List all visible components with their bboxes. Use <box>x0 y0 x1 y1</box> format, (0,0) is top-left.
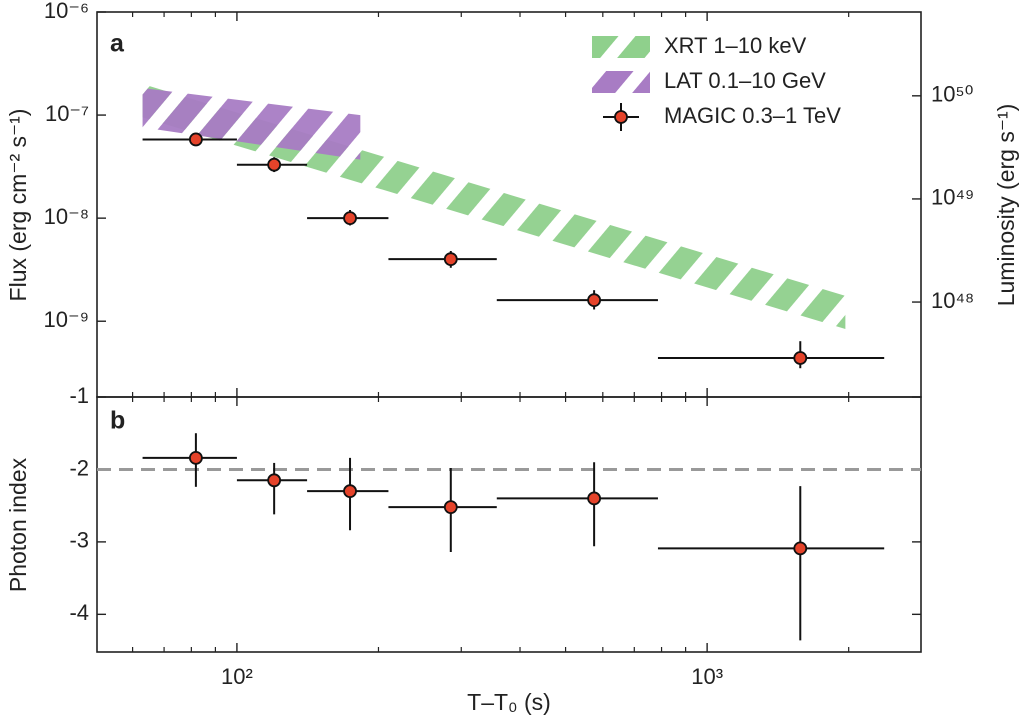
y2-tick-label: 10⁴⁸ <box>931 288 974 313</box>
y-tick-label: 10⁻⁷ <box>45 101 89 126</box>
x-axis-label: T–T₀ (s) <box>467 689 551 715</box>
y2-tick-label: 10⁴⁹ <box>931 185 974 210</box>
legend-label: MAGIC 0.3–1 TeV <box>664 103 841 128</box>
marker <box>443 252 458 267</box>
y-tick-label: -1 <box>69 383 89 408</box>
marker <box>793 541 808 556</box>
y-tick-label: 10⁻⁹ <box>43 307 89 332</box>
legend-swatch <box>592 71 650 93</box>
y2-tick-label: 10⁵⁰ <box>931 82 974 107</box>
marker <box>188 132 203 147</box>
x-tick-label: 10³ <box>691 664 723 689</box>
y2-axis-label: Luminosity (erg s⁻¹) <box>993 104 1019 307</box>
marker <box>587 293 602 308</box>
panel-label: b <box>110 407 125 435</box>
legend-swatch <box>592 36 650 58</box>
legend-label: XRT 1–10 keV <box>664 33 807 58</box>
y-tick-label: 10⁻⁶ <box>44 0 89 23</box>
y-tick-label: -4 <box>69 600 89 625</box>
y-axis-label: Photon index <box>5 457 31 592</box>
y-tick-label: -2 <box>69 455 89 480</box>
panel-label: a <box>110 30 125 58</box>
x-tick-label: 10² <box>221 664 253 689</box>
marker <box>793 351 808 365</box>
legend-label: LAT 0.1–10 GeV <box>664 68 826 93</box>
legend-swatch <box>614 110 628 124</box>
marker <box>343 211 357 226</box>
marker <box>188 450 203 465</box>
y-axis-label: Flux (erg cm⁻² s⁻¹) <box>5 109 31 302</box>
y-tick-label: 10⁻⁸ <box>44 204 89 229</box>
marker <box>343 484 357 499</box>
marker <box>587 491 602 506</box>
marker <box>267 473 282 488</box>
marker <box>267 157 282 172</box>
marker <box>443 500 458 515</box>
panel-b-frame <box>96 396 922 653</box>
band <box>142 88 361 160</box>
y-tick-label: -3 <box>69 528 89 553</box>
